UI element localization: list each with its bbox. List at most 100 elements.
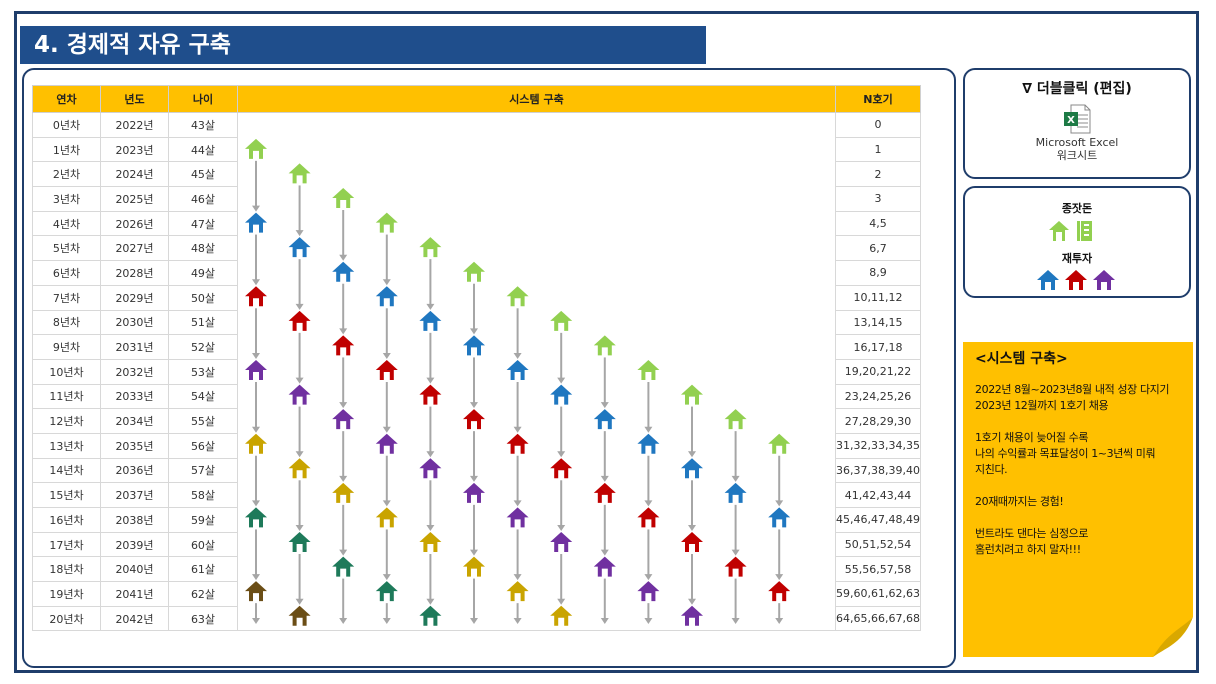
- year-cell: 2040년: [100, 556, 169, 583]
- system-cell: [237, 235, 836, 261]
- system-cell: [237, 507, 836, 533]
- page-title: 4. 경제적 자유 구축: [20, 26, 706, 64]
- legend-reinvest-label: 재투자: [1061, 252, 1093, 265]
- year-count-cell: 2년차: [32, 161, 101, 188]
- table-row: 19년차 2041년 62살 59,60,61,62,63: [32, 581, 921, 607]
- svg-text:X: X: [1067, 115, 1075, 126]
- year-count-cell: 20년차: [32, 605, 101, 632]
- year-count-cell: 15년차: [32, 482, 101, 508]
- note-line: 지친다.: [975, 463, 1008, 476]
- year-count-cell: 16년차: [32, 507, 101, 533]
- year-count-cell: 5년차: [32, 235, 101, 262]
- n-unit-cell: 0: [835, 112, 921, 138]
- system-cell: [237, 482, 836, 508]
- year-cell: 2039년: [100, 531, 169, 558]
- year-cell: 2024년: [100, 161, 169, 188]
- system-cell: [237, 285, 836, 310]
- system-cell: [237, 161, 836, 187]
- system-cell: [237, 458, 836, 483]
- year-count-cell: 11년차: [32, 383, 101, 410]
- excel-icon[interactable]: X: [1063, 104, 1091, 134]
- year-count-cell: 18년차: [32, 556, 101, 583]
- year-count-cell: 8년차: [32, 309, 101, 336]
- year-cell: 2037년: [100, 482, 169, 508]
- table-row: 10년차 2032년 53살 19,20,21,22: [32, 358, 921, 385]
- n-unit-cell: 8,9: [835, 260, 921, 286]
- system-cell: [237, 112, 836, 138]
- legend-reinvest-icons: [1037, 270, 1115, 290]
- year-cell: 2022년: [100, 112, 169, 138]
- year-cell: 2042년: [100, 605, 169, 632]
- age-cell: 52살: [168, 334, 238, 360]
- col-header-year-count: 연차: [32, 85, 101, 113]
- embedded-object-panel[interactable]: ∇ 더블클릭 (편집) X Microsoft Excel 워크시트: [963, 68, 1191, 179]
- year-cell: 2035년: [100, 432, 169, 459]
- legend-seed-icons: [1049, 221, 1092, 241]
- embed-app-name: Microsoft Excel: [1035, 136, 1119, 149]
- house-icon: [1037, 270, 1059, 290]
- year-cell: 2041년: [100, 581, 169, 607]
- n-unit-cell: 6,7: [835, 235, 921, 262]
- age-cell: 54살: [168, 383, 238, 410]
- n-unit-cell: 1: [835, 136, 921, 163]
- note-line: 홈런치려고 하지 말자!!!: [975, 543, 1081, 556]
- age-cell: 56살: [168, 432, 238, 459]
- system-cell: [237, 606, 836, 632]
- n-unit-cell: 27,28,29,30: [835, 408, 921, 434]
- system-cell: [237, 137, 836, 162]
- note-line: 1호기 채용이 늦어질 수록: [975, 431, 1089, 444]
- table-row: 8년차 2030년 51살 13,14,15: [32, 309, 921, 336]
- table-row: 1년차 2023년 44살 1: [32, 136, 921, 163]
- n-unit-cell: 36,37,38,39,40: [835, 457, 921, 484]
- n-unit-cell: 45,46,47,48,49: [835, 507, 921, 533]
- n-unit-cell: 19,20,21,22: [835, 358, 921, 385]
- age-cell: 45살: [168, 161, 238, 188]
- year-cell: 2030년: [100, 309, 169, 336]
- house-icon: [1065, 270, 1087, 290]
- col-header-year: 년도: [100, 85, 169, 113]
- year-count-cell: 7년차: [32, 284, 101, 311]
- age-cell: 43살: [168, 112, 238, 138]
- year-count-cell: 12년차: [32, 408, 101, 434]
- note-line: 번트라도 댄다는 심정으로: [975, 527, 1089, 540]
- table-row: 11년차 2033년 54살 23,24,25,26: [32, 383, 921, 410]
- year-count-cell: 4년차: [32, 210, 101, 237]
- year-count-cell: 17년차: [32, 531, 101, 558]
- age-cell: 47살: [168, 210, 238, 237]
- n-unit-cell: 23,24,25,26: [835, 383, 921, 410]
- table-row: 3년차 2025년 46살 3: [32, 186, 921, 212]
- table-row: 14년차 2036년 57살 36,37,38,39,40: [32, 457, 921, 484]
- year-cell: 2029년: [100, 284, 169, 311]
- table-row: 15년차 2037년 58살 41,42,43,44: [32, 482, 921, 508]
- age-cell: 58살: [168, 482, 238, 508]
- system-cell: [237, 532, 836, 557]
- building-icon: [1077, 221, 1092, 241]
- year-cell: 2023년: [100, 136, 169, 163]
- age-cell: 57살: [168, 457, 238, 484]
- year-cell: 2025년: [100, 186, 169, 212]
- system-cell: [237, 384, 836, 409]
- n-unit-cell: 2: [835, 161, 921, 188]
- year-cell: 2032년: [100, 358, 169, 385]
- age-cell: 51살: [168, 309, 238, 336]
- table-header-row: 연차 년도 나이 시스템 구축 N호기: [32, 85, 921, 113]
- table-row: 5년차 2027년 48살 6,7: [32, 235, 921, 262]
- system-cell: [237, 186, 836, 212]
- table-row: 9년차 2031년 52살 16,17,18: [32, 334, 921, 360]
- year-cell: 2028년: [100, 260, 169, 286]
- table-row: 18년차 2040년 61살 55,56,57,58: [32, 556, 921, 583]
- system-cell: [237, 260, 836, 286]
- n-unit-cell: 41,42,43,44: [835, 482, 921, 508]
- n-unit-cell: 55,56,57,58: [835, 556, 921, 583]
- year-count-cell: 1년차: [32, 136, 101, 163]
- n-unit-cell: 16,17,18: [835, 334, 921, 360]
- system-cell: [237, 408, 836, 434]
- house-icon: [1093, 270, 1115, 290]
- n-unit-cell: 31,32,33,34,35: [835, 432, 921, 459]
- n-unit-cell: 4,5: [835, 210, 921, 237]
- col-header-age: 나이: [168, 85, 238, 113]
- table-row: 12년차 2034년 55살 27,28,29,30: [32, 408, 921, 434]
- year-count-cell: 9년차: [32, 334, 101, 360]
- year-count-cell: 6년차: [32, 260, 101, 286]
- year-cell: 2034년: [100, 408, 169, 434]
